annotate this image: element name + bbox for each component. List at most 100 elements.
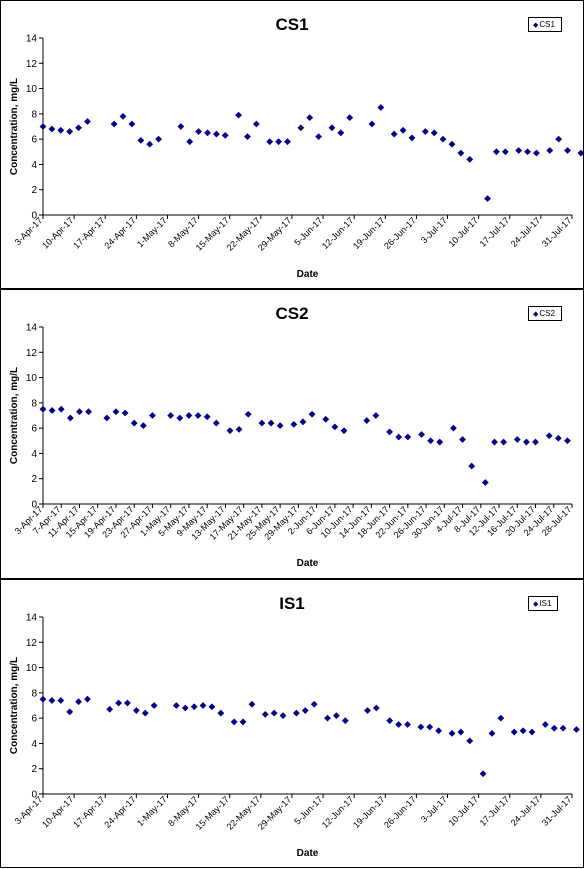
data-point (186, 138, 194, 146)
data-point (248, 700, 256, 708)
data-point (279, 712, 287, 720)
data-point (266, 138, 274, 146)
legend-marker: ◆ (533, 22, 539, 29)
data-point (479, 770, 487, 778)
data-point (203, 413, 211, 421)
data-point (426, 723, 434, 731)
x-tick-label: 29-May-17 (256, 215, 293, 252)
data-point (167, 412, 175, 419)
data-point (524, 148, 531, 156)
data-point (212, 130, 220, 138)
data-point (363, 417, 371, 424)
x-tick-label: 24-Jul-17 (509, 794, 543, 828)
data-point (341, 717, 349, 725)
data-point (439, 135, 447, 143)
chart-panel-cs1: CS1 0 2 4 6 8 10 12 14 3-Apr-17 10-Apr-17 17-Apr-1… (0, 0, 585, 289)
data-point (390, 130, 398, 138)
data-point (481, 479, 489, 486)
legend-cs2: ◆CS2 (528, 306, 562, 321)
data-point (276, 422, 284, 430)
y-tick-label: 14 (26, 323, 38, 334)
data-point (146, 140, 154, 148)
data-point (199, 702, 207, 709)
chart-plot-cs1: 024681012143-Apr-1710-Apr-1717-Apr-1724-… (9, 34, 585, 280)
data-point (292, 709, 300, 717)
data-point (404, 721, 411, 728)
data-point (554, 434, 562, 442)
data-point (399, 126, 407, 134)
data-point (75, 124, 82, 132)
data-point (533, 149, 540, 157)
data-point (235, 111, 242, 119)
data-point (510, 728, 518, 736)
x-tick-label: 1-May-17 (135, 794, 169, 828)
data-point (372, 412, 380, 419)
data-point (395, 433, 403, 441)
data-point (48, 697, 56, 704)
y-tick-label: 8 (31, 398, 37, 409)
x-tick-label: 31-Jul-17 (540, 215, 574, 249)
data-point (430, 129, 438, 137)
legend-marker: ◆ (533, 601, 539, 608)
x-tick-label: 5-Jun-17 (292, 794, 324, 826)
data-point (208, 703, 216, 711)
data-point (513, 436, 521, 443)
data-point (500, 438, 507, 446)
y-tick-label: 2 (31, 474, 37, 485)
data-point (48, 125, 56, 133)
data-point (436, 438, 444, 446)
data-point (340, 427, 348, 435)
data-point (332, 712, 340, 720)
x-tick-label: 3-Apr-17 (13, 794, 45, 826)
data-point (493, 148, 500, 156)
data-point (545, 432, 553, 440)
x-tick-label: 10-Jul-17 (446, 215, 480, 249)
data-point (57, 126, 65, 134)
data-point (172, 702, 180, 709)
data-point (284, 138, 291, 146)
y-tick-label: 12 (26, 59, 38, 70)
data-point (448, 140, 456, 148)
data-point (149, 412, 156, 419)
data-point (408, 134, 416, 142)
data-point (522, 438, 530, 446)
x-tick-label: 3-Jul-17 (419, 215, 449, 245)
data-point (39, 695, 47, 703)
data-point (119, 112, 127, 120)
data-point (57, 405, 65, 413)
data-point (221, 131, 229, 139)
y-tick-label: 2 (31, 764, 37, 775)
x-axis-title: Date (297, 269, 319, 280)
data-point (546, 147, 554, 154)
data-point (85, 408, 93, 416)
y-tick-label: 12 (26, 638, 38, 649)
data-point (541, 721, 549, 728)
data-point (435, 727, 443, 735)
x-axis-title: Date (297, 558, 319, 569)
data-point (559, 724, 567, 732)
data-point (324, 714, 331, 722)
x-tick-label: 29-May-17 (256, 794, 293, 831)
data-point (261, 710, 269, 718)
data-point (230, 718, 238, 726)
y-tick-label: 14 (26, 34, 38, 45)
data-point (368, 120, 376, 128)
data-point (528, 728, 536, 736)
data-point (176, 414, 184, 422)
data-point (275, 138, 283, 146)
data-point (66, 128, 74, 135)
data-point (115, 699, 122, 707)
data-point (550, 724, 558, 732)
x-tick-label: 26-Jun-17 (382, 215, 418, 251)
data-point (155, 135, 162, 143)
data-point (564, 437, 571, 445)
data-point (328, 124, 336, 132)
x-tick-label: 24-Jul-17 (509, 215, 543, 249)
y-tick-label: 0 (31, 211, 37, 222)
legend-label: CS2 (539, 309, 555, 318)
data-point (322, 415, 330, 423)
data-point (497, 714, 505, 722)
data-point (76, 408, 83, 416)
y-axis-title: Concentration, mg/L (9, 657, 20, 754)
data-point (190, 703, 198, 711)
